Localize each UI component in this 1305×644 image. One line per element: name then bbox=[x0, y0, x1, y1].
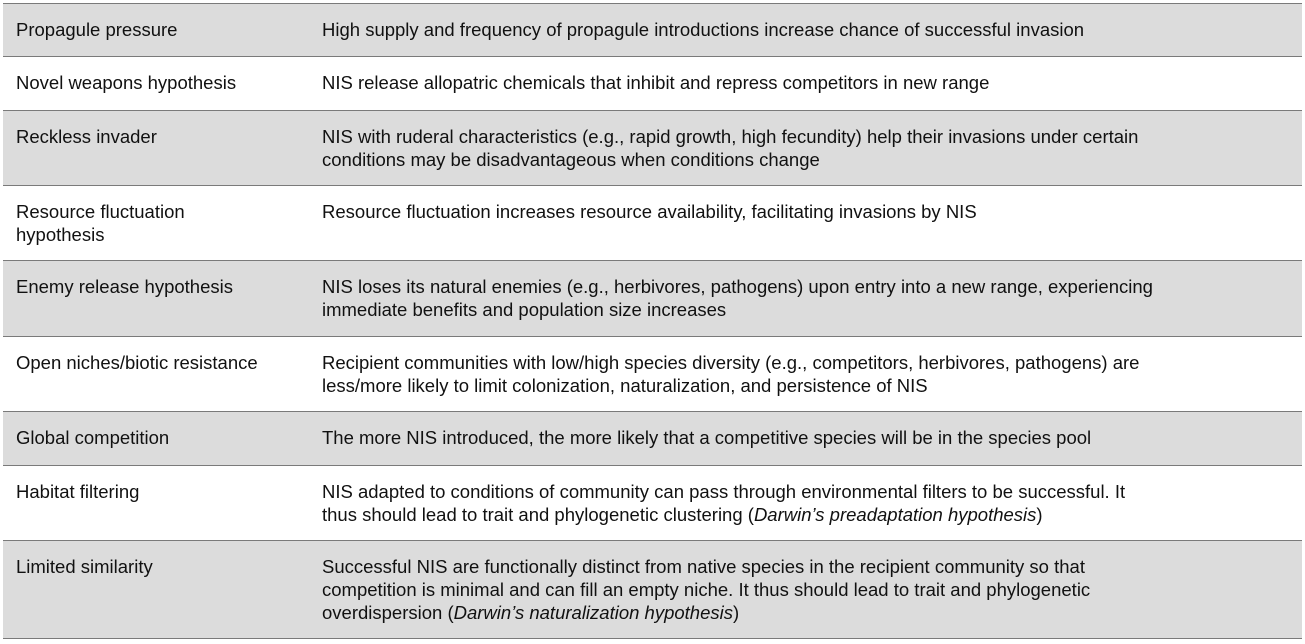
description-line: Successful NIS are functionally distinct… bbox=[322, 556, 1085, 577]
hypotheses-table: Propagule pressure High supply and frequ… bbox=[3, 3, 1302, 639]
term-cell: Global competition bbox=[16, 427, 170, 448]
text-segment: thus should lead to trait and phylogenet… bbox=[322, 504, 754, 525]
table-row: Open niches/biotic resistance Recipient … bbox=[3, 337, 1302, 412]
text-segment: overdispersion ( bbox=[322, 602, 454, 623]
term-cell: Limited similarity bbox=[16, 556, 153, 577]
table-row: Novel weapons hypothesis NIS release all… bbox=[3, 57, 1302, 111]
description-cell: Successful NIS are functionally distinct… bbox=[309, 541, 1302, 638]
description-cell: NIS adapted to conditions of community c… bbox=[309, 466, 1302, 540]
term-cell: Open niches/biotic resistance bbox=[16, 352, 258, 373]
table-row: Habitat filtering NIS adapted to conditi… bbox=[3, 466, 1302, 541]
table-row: Limited similarity Successful NIS are fu… bbox=[3, 541, 1302, 639]
table-row: Enemy release hypothesis NIS loses its n… bbox=[3, 261, 1302, 337]
description-cell: Resource fluctuation increases resource … bbox=[322, 201, 977, 222]
description-cell: NIS release allopatric chemicals that in… bbox=[322, 72, 990, 93]
term-cell: Reckless invader bbox=[16, 126, 157, 147]
description-line: immediate benefits and population size i… bbox=[322, 299, 727, 320]
term-cell: Habitat filtering bbox=[16, 481, 140, 502]
description-line: conditions may be disadvantageous when c… bbox=[322, 149, 820, 170]
text-segment: ) bbox=[1036, 504, 1043, 525]
description-line: overdispersion (Darwin’s naturalization … bbox=[322, 601, 1288, 624]
description-line: competition is minimal and can fill an e… bbox=[322, 579, 1091, 600]
table-row: Reckless invader NIS with ruderal charac… bbox=[3, 111, 1302, 186]
description-line: less/more likely to limit colonization, … bbox=[322, 375, 928, 396]
term-cell: Resource fluctuation hypothesis bbox=[3, 186, 309, 260]
table-row: Resource fluctuation hypothesis Resource… bbox=[3, 186, 1302, 261]
description-line: NIS loses its natural enemies (e.g., her… bbox=[322, 276, 1153, 297]
text-segment: ) bbox=[733, 602, 740, 623]
description-cell: The more NIS introduced, the more likely… bbox=[322, 427, 1092, 448]
description-cell: NIS loses its natural enemies (e.g., her… bbox=[309, 261, 1302, 336]
description-cell: NIS with ruderal characteristics (e.g., … bbox=[309, 111, 1302, 185]
description-line: NIS adapted to conditions of community c… bbox=[322, 481, 1126, 502]
term-cell: Enemy release hypothesis bbox=[16, 276, 233, 297]
term-cell: Propagule pressure bbox=[16, 19, 178, 40]
term-line: hypothesis bbox=[16, 224, 105, 245]
italic-text-segment: Darwin’s naturalization hypothesis bbox=[453, 602, 733, 623]
description-line: thus should lead to trait and phylogenet… bbox=[322, 503, 1288, 526]
italic-text-segment: Darwin’s preadaptation hypothesis bbox=[753, 504, 1037, 525]
description-cell: High supply and frequency of propagule i… bbox=[322, 19, 1085, 40]
description-line: Recipient communities with low/high spec… bbox=[322, 352, 1140, 373]
table-row: Propagule pressure High supply and frequ… bbox=[3, 4, 1302, 57]
description-cell: Recipient communities with low/high spec… bbox=[309, 337, 1302, 411]
term-cell: Novel weapons hypothesis bbox=[16, 72, 237, 93]
table-row: Global competition The more NIS introduc… bbox=[3, 412, 1302, 466]
description-line: NIS with ruderal characteristics (e.g., … bbox=[322, 126, 1139, 147]
term-line: Resource fluctuation bbox=[16, 201, 185, 222]
